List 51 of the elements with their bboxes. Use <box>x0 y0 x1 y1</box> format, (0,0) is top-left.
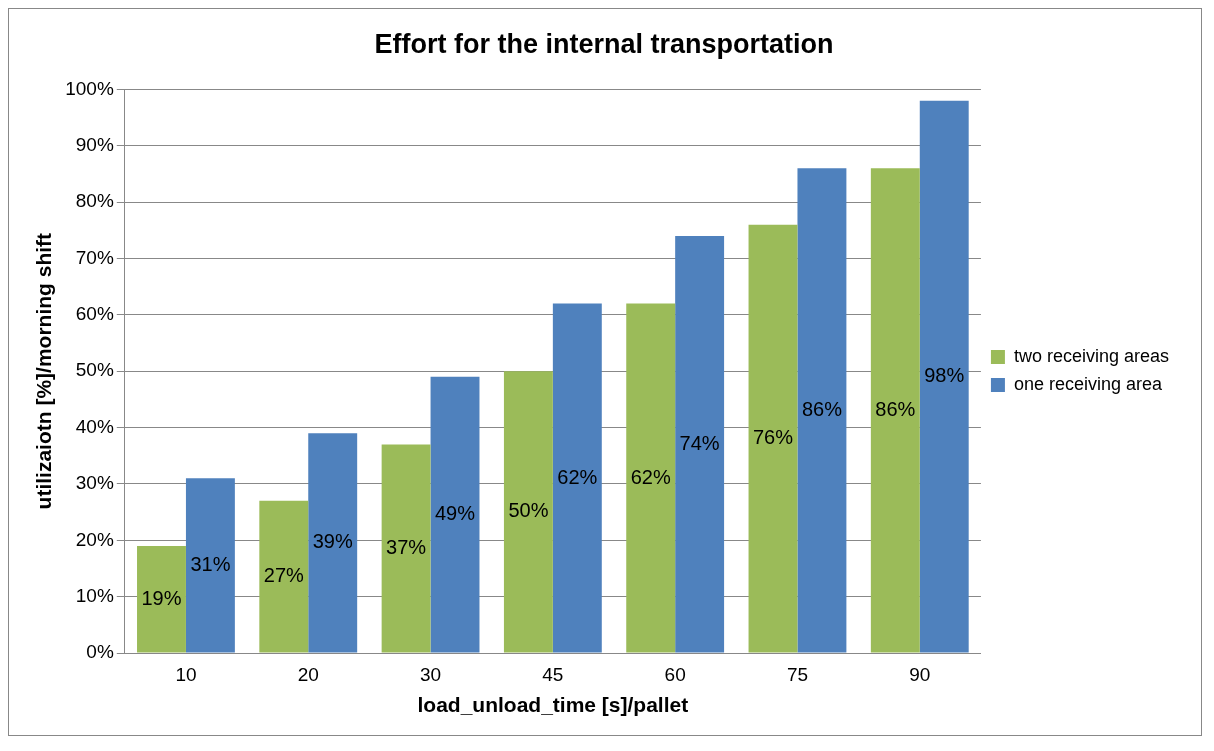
y-tick-label: 60% <box>75 303 114 325</box>
data-label: 50% <box>508 499 549 522</box>
bar <box>626 303 676 653</box>
data-label: 49% <box>435 502 476 525</box>
x-tick-label: 60 <box>664 663 686 685</box>
x-tick-label: 20 <box>297 663 319 685</box>
data-label: 86% <box>875 397 916 420</box>
y-axis-title: utilizaiotn [%]/morning shift <box>32 232 56 510</box>
bar <box>675 235 725 653</box>
legend-label: one receiving area <box>1013 373 1164 394</box>
bar <box>137 545 186 653</box>
y-tick-label: 50% <box>75 359 114 381</box>
data-label: 19% <box>141 586 182 609</box>
data-label: 31% <box>190 552 231 575</box>
bar <box>185 478 235 653</box>
data-label: 86% <box>801 397 843 420</box>
data-label: 76% <box>752 426 794 449</box>
data-label: 27% <box>263 564 305 587</box>
y-tick-label: 10% <box>75 584 114 606</box>
bar <box>308 433 358 653</box>
bar <box>503 371 553 653</box>
bar <box>381 444 431 653</box>
bar <box>259 500 309 653</box>
bar <box>870 168 920 653</box>
y-tick-label: 40% <box>75 415 114 437</box>
x-tick-label: 10 <box>175 663 197 685</box>
y-tick-label: 90% <box>75 133 114 155</box>
bar <box>919 100 969 653</box>
y-tick-label: 100% <box>65 77 114 99</box>
bar <box>430 376 480 653</box>
x-tick-label: 30 <box>419 663 442 685</box>
x-tick-label: 45 <box>542 663 564 685</box>
data-label: 62% <box>630 465 671 488</box>
x-tick-label: 90 <box>909 663 931 685</box>
data-label: 39% <box>312 530 353 553</box>
y-tick-label: 0% <box>86 641 114 663</box>
y-tick-label: 30% <box>75 472 114 494</box>
y-tick-label: 70% <box>75 246 114 268</box>
data-label: 37% <box>386 536 427 558</box>
x-axis-title: load_unload_time [s]/pallet <box>417 693 689 717</box>
data-label: 74% <box>679 431 720 454</box>
y-tick-label: 80% <box>75 190 114 212</box>
bar <box>552 303 602 653</box>
y-tick-label: 20% <box>75 528 114 550</box>
bar <box>748 224 798 653</box>
x-tick-label: 75 <box>786 663 809 685</box>
chart-title: Effort for the internal transportation <box>374 28 834 59</box>
data-label: 98% <box>924 364 965 387</box>
bar <box>797 168 847 653</box>
legend-label: two receiving areas <box>1013 345 1169 366</box>
data-label: 62% <box>557 465 598 488</box>
